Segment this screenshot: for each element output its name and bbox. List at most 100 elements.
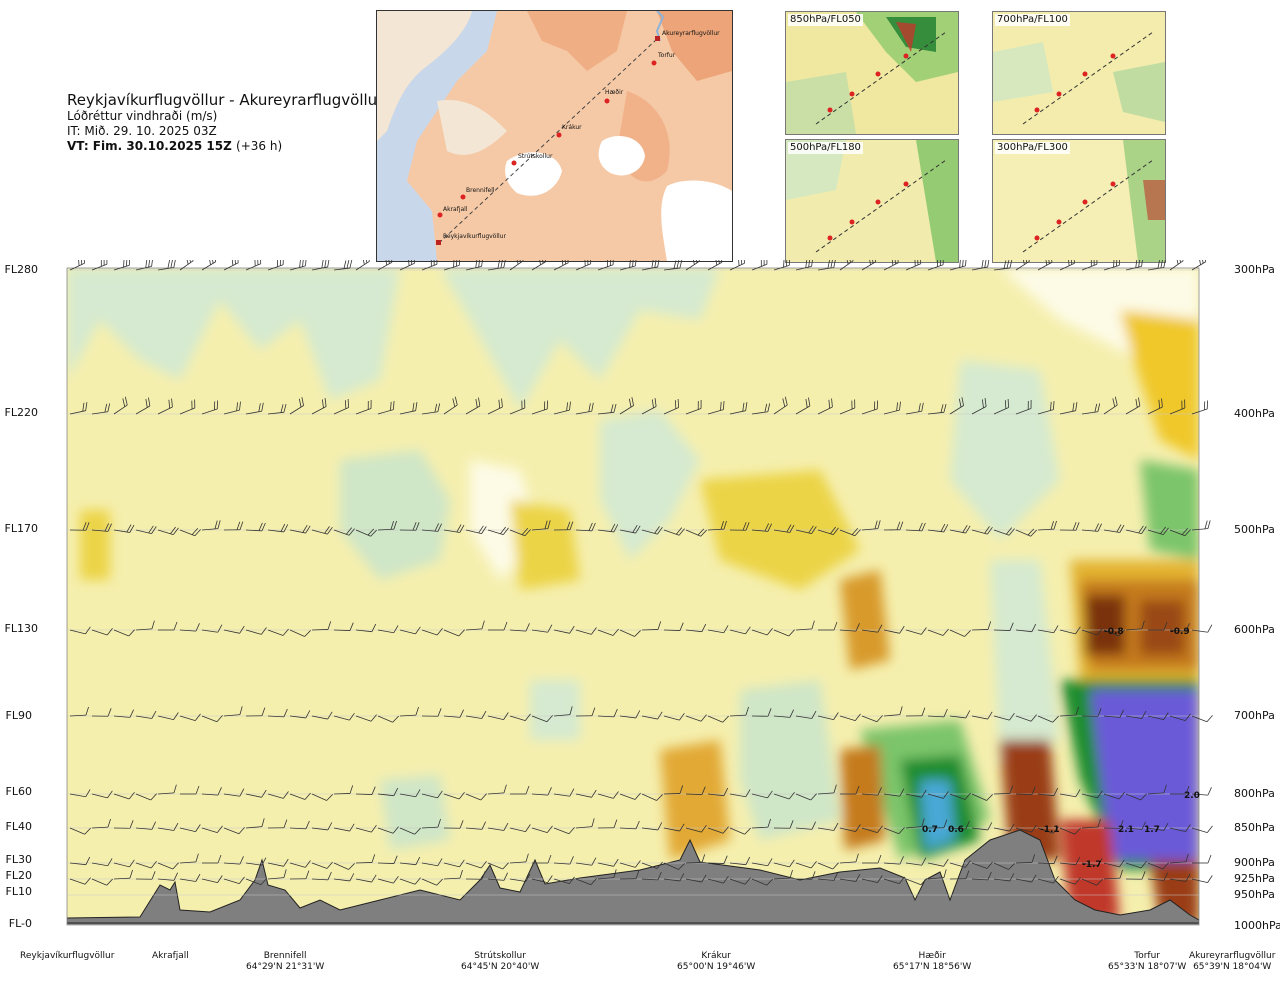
wind-barb <box>927 523 949 533</box>
wind-barb <box>91 790 113 799</box>
wind-barb <box>1125 871 1146 880</box>
wind-barb <box>1169 260 1184 271</box>
wind-barb <box>751 790 773 799</box>
wind-barb <box>1015 399 1032 415</box>
wind-barb <box>91 818 111 829</box>
wind-barb <box>1125 793 1147 801</box>
wind-barb <box>113 396 128 415</box>
wind-barb <box>663 873 685 882</box>
wind-barb <box>971 526 993 535</box>
right-axis-label: 600hPa <box>1234 623 1275 636</box>
terrain-profile <box>67 829 1199 925</box>
wind-barb <box>267 260 284 271</box>
wind-barb <box>443 709 464 718</box>
wind-barb <box>245 627 267 635</box>
wind-barb <box>443 820 464 829</box>
wind-barb <box>795 710 817 719</box>
wind-barb <box>751 523 772 532</box>
wind-barb <box>245 818 265 829</box>
valid-time-line: VT: Fim. 30.10.2025 15Z (+36 h) <box>67 139 387 154</box>
wind-barb <box>421 523 442 532</box>
wind-barb <box>773 792 795 800</box>
wind-barb <box>597 260 614 271</box>
thumbnail-300hpa[interactable]: 300hPa/FL300 <box>992 139 1166 263</box>
wind-barb <box>1147 260 1166 271</box>
wind-barb <box>949 397 964 415</box>
wind-barb <box>927 869 947 880</box>
wind-barb <box>641 861 663 869</box>
wind-barb <box>597 628 619 636</box>
wind-barb <box>1037 855 1058 864</box>
wind-barb <box>971 260 990 271</box>
wind-barb <box>377 715 399 723</box>
wind-barb <box>531 624 553 633</box>
wind-barb <box>707 260 723 271</box>
wind-barb <box>1015 786 1036 795</box>
left-axis-label: FL20 <box>5 869 32 882</box>
wind-barb <box>971 822 993 831</box>
wind-barb <box>729 402 748 415</box>
wind-barb <box>1059 402 1078 415</box>
wind-barb <box>69 827 91 835</box>
wind-barb <box>993 622 1014 631</box>
wind-barb <box>949 629 971 637</box>
wind-barb <box>267 708 288 718</box>
wind-barb <box>641 526 663 535</box>
wind-barb <box>861 715 883 723</box>
wind-barb <box>157 260 176 271</box>
wind-barb <box>707 715 729 723</box>
wind-barb <box>949 710 971 719</box>
wind-barb <box>619 860 641 868</box>
wind-barb <box>905 818 925 829</box>
wind-barb <box>1125 260 1144 271</box>
wind-barb <box>663 622 684 631</box>
wind-barb <box>69 789 91 798</box>
thumbnail-300hpa-map <box>993 140 1165 262</box>
wind-barb <box>597 858 619 867</box>
wind-barb <box>861 787 882 796</box>
wind-barb <box>1125 710 1147 719</box>
wind-barb <box>135 871 156 880</box>
thumbnail-700hpa[interactable]: 700hPa/FL100 <box>992 11 1166 135</box>
wind-barb <box>179 853 199 864</box>
wind-barb <box>267 819 288 829</box>
wind-barb <box>91 260 108 271</box>
wind-barb <box>1125 861 1147 869</box>
wind-barb <box>553 788 575 797</box>
wind-barb <box>993 398 1010 415</box>
wind-barb <box>575 522 596 532</box>
wind-barb <box>1125 821 1146 830</box>
wind-barb <box>399 706 419 717</box>
wind-barb <box>597 403 617 415</box>
wind-barb <box>927 628 949 636</box>
map-label-akureyri: Akureyrarflugvöllur <box>662 30 720 37</box>
pressure-lines <box>67 269 1199 926</box>
wind-barb <box>465 871 486 880</box>
wind-barb <box>685 399 702 415</box>
wind-barb <box>663 712 685 721</box>
wind-barb <box>267 858 289 867</box>
wind-barb <box>421 790 443 799</box>
wind-barb <box>1015 714 1037 722</box>
wind-barb <box>311 822 333 831</box>
wind-barb <box>487 398 503 415</box>
wind-barb <box>1169 623 1190 632</box>
wind-barb <box>531 787 552 796</box>
wind-barb <box>949 792 971 800</box>
wind-barb <box>840 785 860 795</box>
wind-barb <box>223 856 244 865</box>
wind-barb <box>399 877 421 885</box>
thumbnail-850hpa[interactable]: 850hPa/FL050 <box>785 11 959 135</box>
wind-barb <box>905 260 922 271</box>
wind-barb <box>883 521 904 531</box>
wind-barb <box>861 875 883 883</box>
wind-barb <box>1081 818 1101 829</box>
wind-barb <box>488 621 508 631</box>
wind-barb <box>729 626 751 635</box>
thumbnail-500hpa[interactable]: 500hPa/FL180 <box>785 139 959 263</box>
wind-barb <box>267 403 287 415</box>
valid-time: VT: Fim. 30.10.2025 15Z <box>67 139 232 153</box>
wind-barb <box>1169 873 1191 882</box>
wind-barb <box>267 869 287 880</box>
wind-barb <box>927 858 949 867</box>
